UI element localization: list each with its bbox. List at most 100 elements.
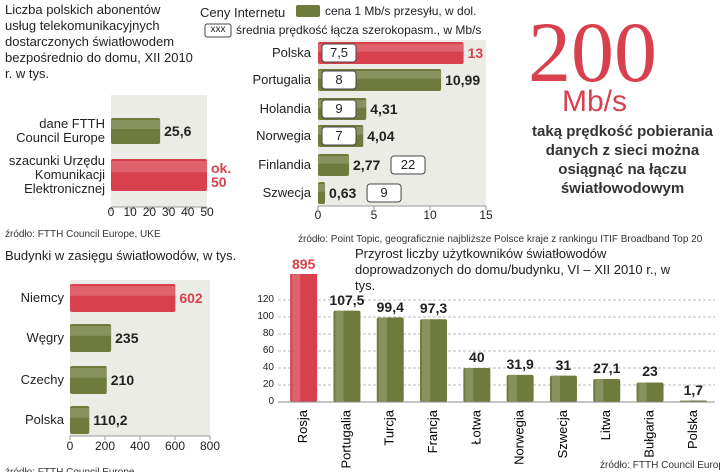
speed-box [321, 99, 357, 119]
x-tick-label: Norwegia [512, 409, 527, 465]
bar-shine [465, 368, 474, 402]
source-note: źródło: Point Topic, geograficznie najbl… [298, 234, 703, 245]
value-label: 1,7 [683, 381, 704, 398]
bar-shine [70, 326, 112, 336]
y-tick-label: 0 [268, 396, 274, 407]
bar [111, 159, 207, 191]
speed-box [366, 183, 402, 203]
y-tick-label: 120 [257, 294, 274, 305]
bar [111, 118, 161, 144]
category-label: Polska [24, 412, 64, 427]
bar-shine [318, 156, 350, 164]
value-label: 97,3 [419, 300, 448, 317]
bar-shine [318, 44, 464, 52]
x-tick-label: 15 [479, 208, 493, 222]
speed-label: 9 [380, 185, 388, 200]
value-label: 27,1 [593, 359, 621, 376]
bar-shine [595, 378, 604, 402]
speed-label: 7,5 [329, 45, 349, 60]
x-tick-label: 600 [164, 439, 186, 453]
bar-shine [318, 71, 442, 79]
bar [70, 284, 176, 312]
bar [376, 317, 404, 402]
chart-title: Budynki w zasięgu światłowodów, w tys. [5, 248, 237, 263]
x-tick-label: 10 [423, 208, 437, 222]
x-tick-label: 200 [94, 439, 116, 453]
source-note: źródło: FTTH Council Europe, UKE [5, 229, 161, 240]
value-label: 107,5 [329, 291, 365, 308]
speed-box [321, 43, 357, 63]
highlight-text: taką prędkość pobierania danych z sieci … [532, 123, 713, 197]
bar-shine [681, 400, 690, 402]
category-label: Węgry [26, 330, 64, 345]
bar [318, 154, 350, 176]
speed-label: 9 [335, 101, 343, 116]
bar-shine [70, 368, 107, 378]
bar [420, 319, 448, 402]
bar [318, 182, 326, 204]
value-label: 4,04 [367, 128, 395, 144]
bar [70, 366, 107, 394]
highlight-unit: Mb/s [562, 85, 628, 118]
bar-shine [292, 274, 301, 402]
legend-label: średnia prędkość łącza szerokopasm., w M… [236, 23, 482, 37]
value-label: 10,99 [445, 72, 481, 88]
speed-box [390, 155, 426, 175]
bar [463, 368, 491, 402]
bar [506, 374, 534, 402]
bar [593, 378, 621, 402]
x-tick-label: Turcja [382, 409, 397, 445]
x-tick-label: Szwecja [555, 409, 570, 458]
legend-label: cena 1 Mb/s przesyłu, w dol. [325, 4, 477, 18]
x-tick-label: Łotwa [468, 409, 483, 444]
value-label: 13 [467, 45, 484, 61]
x-tick-label: 400 [129, 439, 151, 453]
category-label: dane FTTH Council Europe [16, 116, 105, 145]
bar [549, 375, 577, 402]
legend-sample: xxx [210, 24, 226, 35]
bar [333, 310, 361, 402]
value-label: 4,31 [370, 101, 398, 117]
bar-shine [335, 310, 344, 402]
category-label: Portugalia [252, 72, 311, 87]
speed-label: 7 [335, 128, 343, 143]
y-tick-label: 20 [262, 379, 274, 390]
value-label: 23 [642, 363, 658, 380]
x-tick-label: Polska [685, 409, 700, 449]
bar-shine [70, 286, 176, 296]
bar-shine [551, 375, 561, 402]
x-tick-label: 20 [142, 205, 157, 219]
value-label: ok. 50 [211, 160, 232, 190]
bar [636, 382, 664, 402]
category-label: szacunki Urzędu Komunikacji Elektroniczn… [8, 153, 105, 196]
bar [70, 324, 112, 352]
plot-background [318, 40, 486, 206]
value-label: 25,6 [164, 123, 192, 139]
bar-shine [508, 374, 517, 402]
category-label: Norwegia [256, 128, 311, 143]
value-label: 210 [110, 372, 135, 388]
source-note: źródło: FTTH Council Europe [5, 466, 135, 472]
x-tick-label: Francja [425, 409, 440, 453]
bar-shine [638, 382, 647, 402]
highlight-number: 200 [528, 4, 657, 100]
x-tick-label: 800 [199, 439, 221, 453]
category-label: Finlandia [258, 157, 311, 172]
category-label: Czechy [20, 372, 64, 387]
value-label: 31 [555, 356, 572, 373]
speed-label: 22 [400, 157, 416, 172]
y-tick-label: 60 [262, 345, 274, 356]
speed-box [321, 70, 357, 90]
source-note: źródło: FTTH Council Europe [600, 460, 720, 471]
x-tick-label: 50 [200, 205, 214, 219]
y-tick-label: 40 [262, 362, 274, 373]
value-label: 2,77 [353, 157, 381, 173]
x-tick-label: 0 [107, 205, 115, 219]
chart-title: Ceny Internetu [200, 5, 286, 20]
chart-title: Liczba polskich abonentów usług telekomu… [5, 2, 193, 81]
bar-shine [111, 161, 207, 173]
speed-label: 8 [335, 72, 343, 87]
x-tick-label: 10 [123, 205, 137, 219]
x-tick-label: Portugalia [338, 409, 353, 468]
